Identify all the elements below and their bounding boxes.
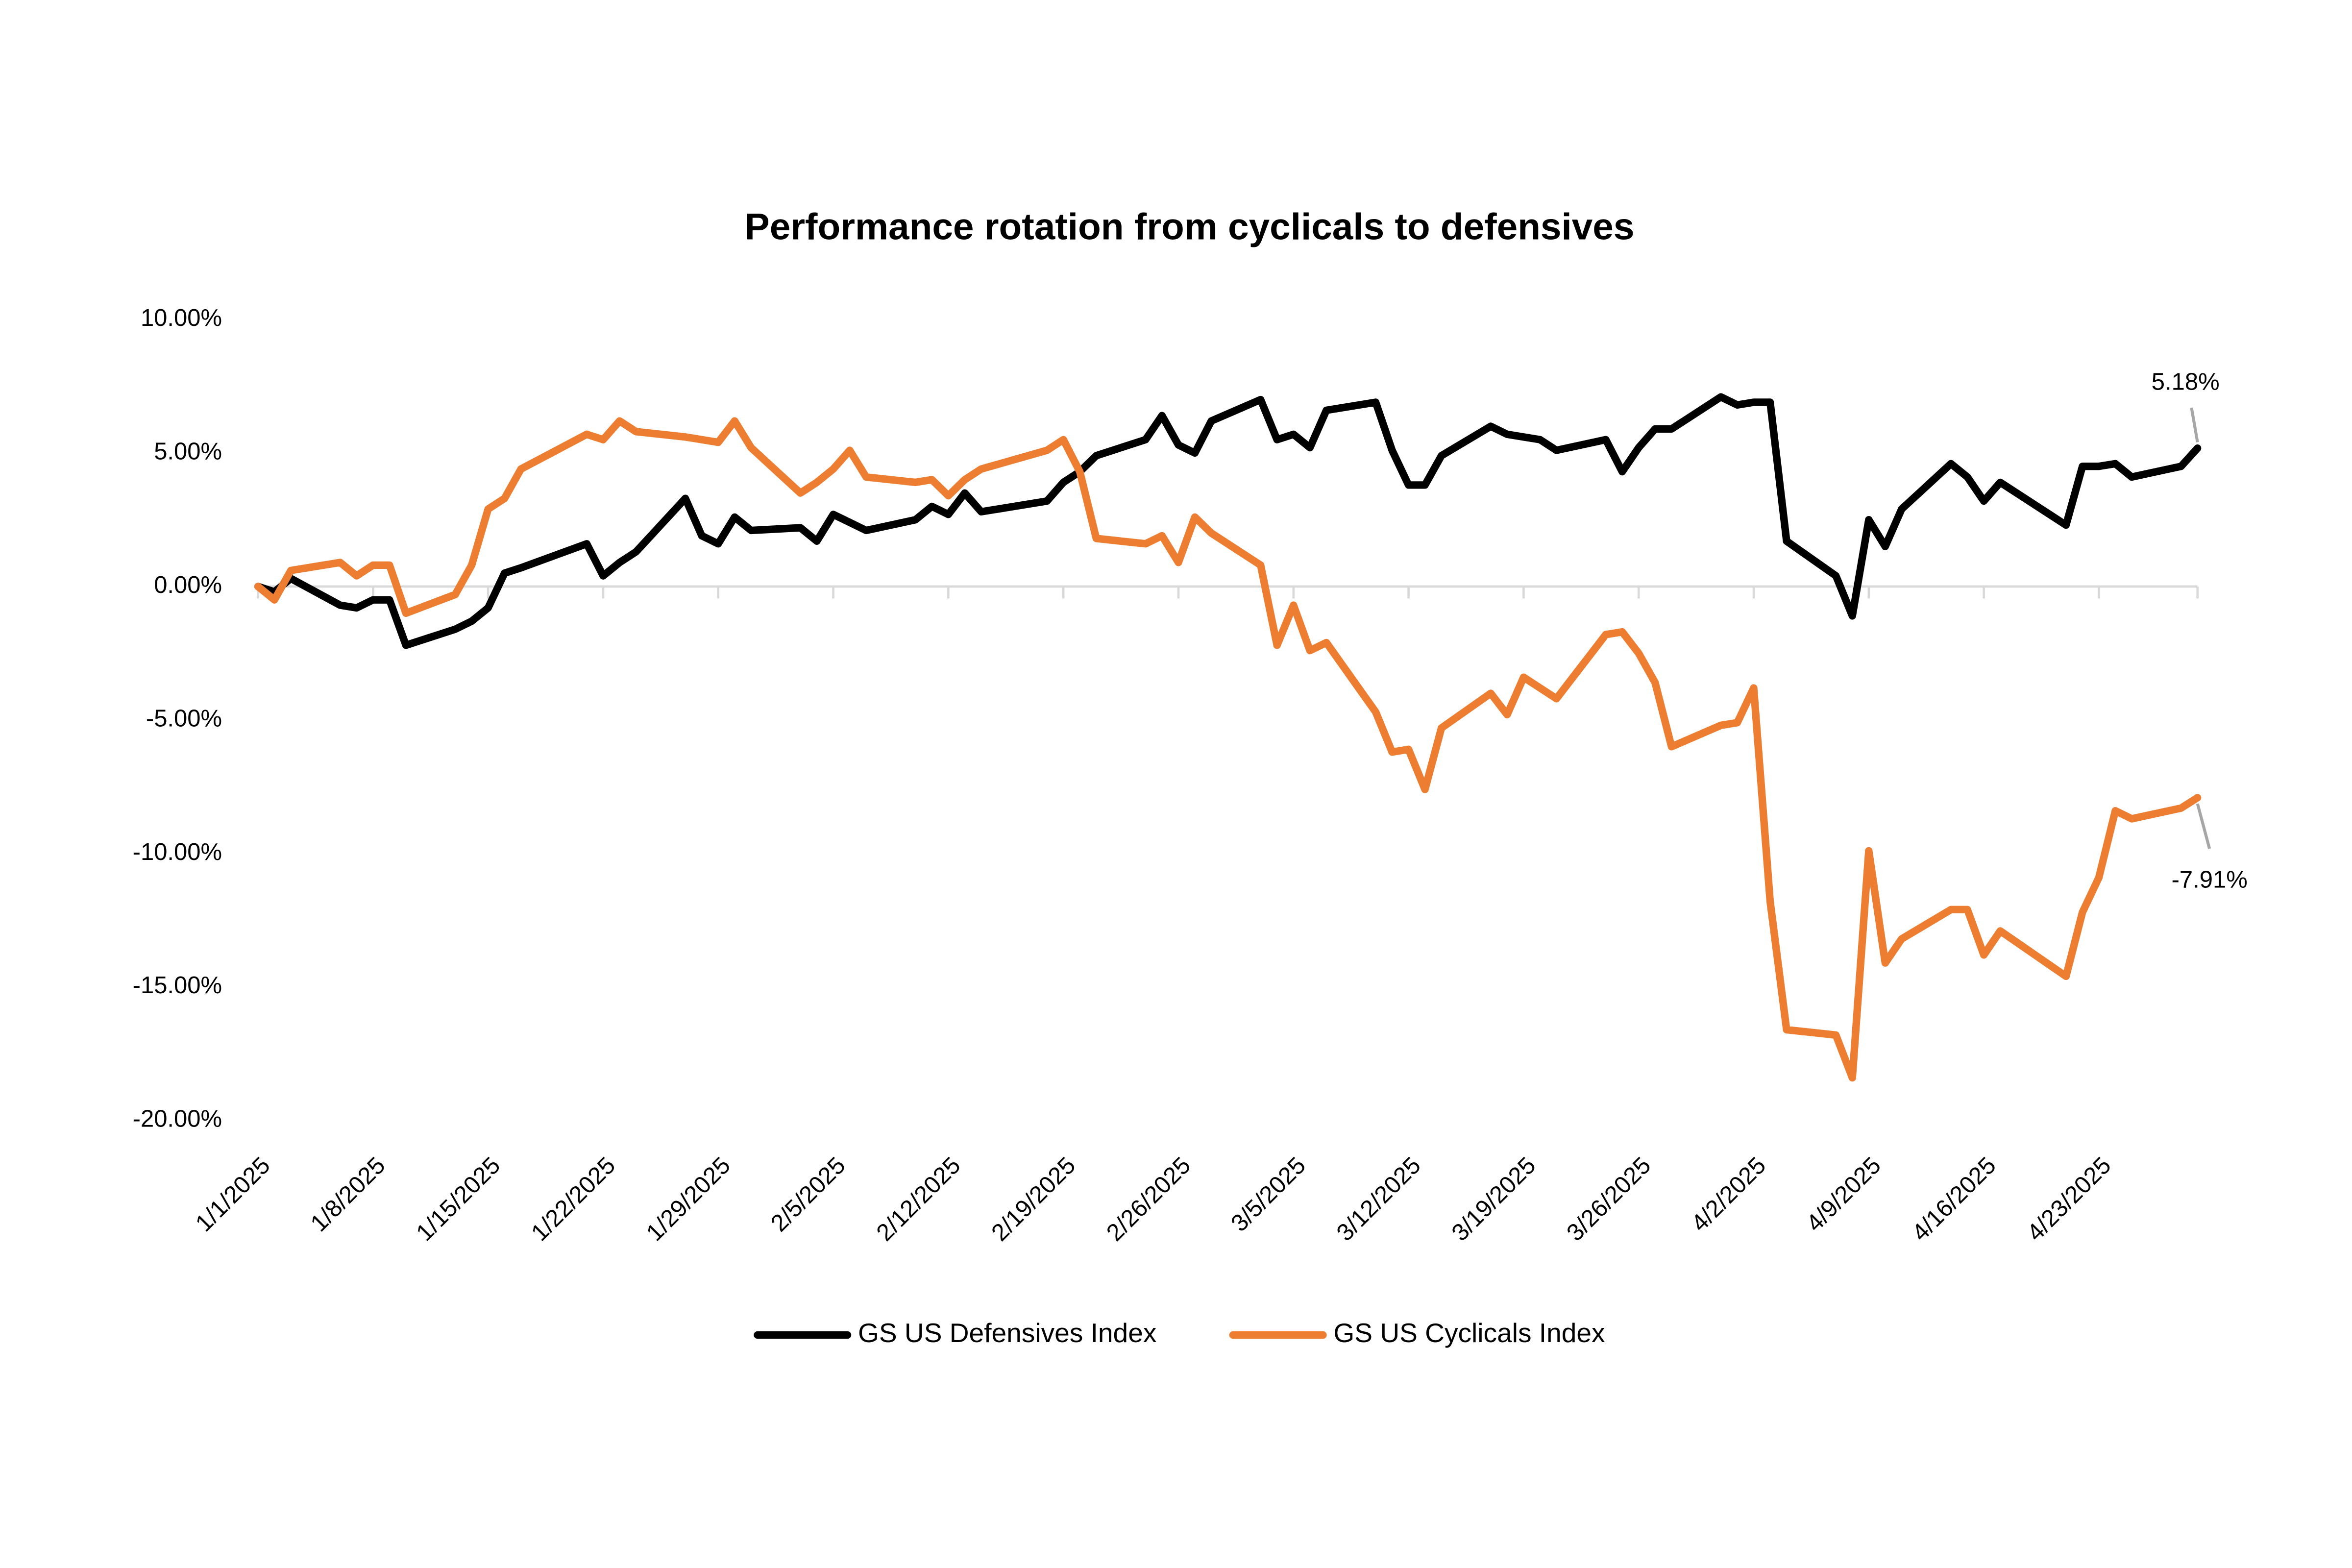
chart-title: Performance rotation from cyclicals to d… [745, 206, 1635, 248]
label-leader [2196, 803, 2211, 849]
y-tick-label: -20.00% [133, 1106, 222, 1132]
y-tick-label: -10.00% [133, 839, 222, 865]
legend-label: GS US Cyclicals Index [1333, 1318, 1605, 1348]
y-tick-label: -5.00% [146, 705, 222, 732]
y-tick-label: 5.00% [154, 438, 222, 465]
data-label: 5.18% [2152, 368, 2220, 395]
series-line [254, 393, 2202, 649]
series-line [254, 417, 2202, 1082]
label-leader [2190, 407, 2199, 442]
y-tick-label: 10.00% [141, 305, 222, 331]
y-tick-label: 0.00% [154, 572, 222, 598]
legend-label: GS US Defensives Index [858, 1318, 1156, 1348]
data-label: -7.91% [2172, 867, 2248, 893]
y-tick-label: -15.00% [133, 972, 222, 999]
